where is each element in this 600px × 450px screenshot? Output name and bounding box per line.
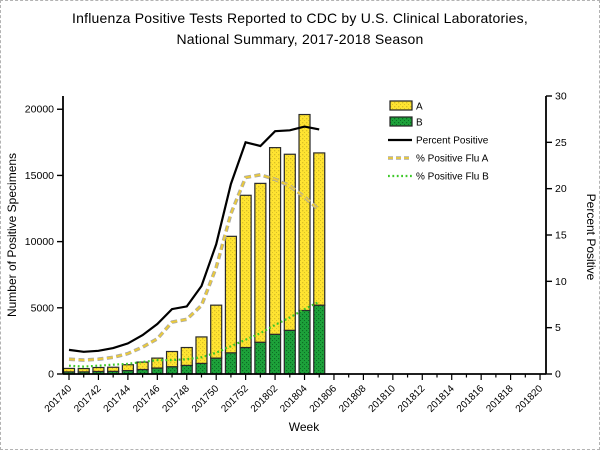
- x-tick-label: 201740: [43, 383, 75, 415]
- lines-layer: [68, 125, 321, 368]
- x-tick-label: 201746: [131, 383, 163, 415]
- chart-title-line2: National Summary, 2017-2018 Season: [176, 31, 424, 47]
- x-tick-label: 201812: [396, 383, 428, 415]
- percent-positive-line: [68, 125, 320, 353]
- y-right-tick-label: 20: [555, 183, 567, 195]
- bar-b-201748: [180, 364, 193, 375]
- legend-swatch-flu-a: [389, 100, 413, 111]
- x-tick-label: 201802: [249, 383, 281, 415]
- legend-label: Percent Positive: [416, 136, 489, 147]
- bar-b-201802: [268, 333, 282, 375]
- x-tick-label: 201806: [308, 383, 340, 415]
- pct-flu-a-line-halo: [68, 172, 321, 362]
- y-left-tick-label: 15000: [25, 170, 54, 182]
- x-tick-label: 201816: [455, 383, 487, 415]
- bar-a-201749: [195, 336, 208, 365]
- y-right-tick-label: 5: [555, 322, 561, 334]
- bar-a-201744: [121, 364, 134, 372]
- bar-a-201805: [313, 152, 326, 306]
- x-tick-label: 201750: [190, 383, 222, 415]
- bar-a-201804: [298, 113, 311, 312]
- bar-a-201748: [180, 346, 193, 366]
- chart-title: Influenza Positive Tests Reported to CDC…: [1, 8, 599, 50]
- bar-a-201802: [268, 147, 282, 335]
- chart-title-line1: Influenza Positive Tests Reported to CDC…: [72, 10, 528, 26]
- bar-b-201801: [254, 341, 267, 375]
- x-axis-label: Week: [289, 420, 320, 434]
- bar-b-201752: [239, 346, 252, 375]
- bar-a-201746: [151, 357, 164, 369]
- y-right-tick-label: 30: [555, 91, 567, 103]
- y-right-tick-label: 25: [555, 137, 567, 149]
- y-right-tick-label: 15: [555, 230, 567, 242]
- bar-b-201747: [165, 366, 179, 375]
- x-tick-label: 201808: [337, 383, 369, 415]
- legend-label: B: [416, 118, 423, 129]
- legend-swatch-flu-b: [389, 116, 413, 127]
- bar-b-201804: [298, 309, 311, 375]
- legend: AB Percent Positive % Positive Flu A % Posi…: [388, 100, 489, 183]
- bar-b-201750: [210, 357, 223, 375]
- x-tick-label: 201820: [514, 383, 546, 415]
- bar-a-201750: [210, 304, 223, 359]
- x-tick-label: 201804: [278, 383, 310, 415]
- x-tick-label: 201810: [367, 383, 399, 415]
- y-left-axis-label: Number of Positive Specimens: [5, 153, 19, 317]
- bars-layer: [62, 113, 326, 375]
- y-left-tick-label: 5000: [31, 302, 55, 314]
- bar-a-201801: [254, 182, 267, 343]
- bar-b-201805: [313, 304, 326, 375]
- bar-a-201803: [283, 153, 296, 331]
- bar-a-201751: [224, 235, 238, 354]
- x-tick-label: 201744: [102, 383, 134, 415]
- bar-a-201743: [107, 366, 120, 372]
- y-right-axis-label: Percent Positive: [584, 194, 598, 281]
- legend-label: % Positive Flu A: [416, 154, 489, 165]
- legend-label: % Positive Flu B: [416, 172, 489, 183]
- bar-b-201749: [195, 362, 208, 375]
- y-right-tick-label: 10: [555, 276, 567, 288]
- legend-label: A: [416, 102, 423, 113]
- bar-a-201740: [62, 367, 76, 373]
- y-left-tick-label: 10000: [25, 236, 54, 248]
- y-right-tick-label: 0: [555, 369, 561, 381]
- y-left-tick-label: 20000: [25, 104, 54, 116]
- bar-a-201741: [77, 367, 90, 373]
- x-tick-label: 201742: [72, 383, 104, 415]
- y-left-tick-label: 0: [48, 369, 54, 381]
- bar-a-201745: [136, 361, 149, 371]
- pct-flu-a-line: [68, 173, 320, 362]
- bar-b-201751: [224, 352, 238, 375]
- x-tick-label: 201814: [425, 383, 457, 415]
- bar-b-201803: [283, 329, 296, 375]
- x-tick-label: 201748: [161, 383, 193, 415]
- x-tick-label: 201818: [484, 383, 516, 415]
- pct-flu-b-line: [68, 300, 320, 368]
- bar-a-201742: [92, 366, 105, 373]
- bar-a-201752: [239, 194, 252, 349]
- x-tick-label: 201752: [219, 383, 251, 415]
